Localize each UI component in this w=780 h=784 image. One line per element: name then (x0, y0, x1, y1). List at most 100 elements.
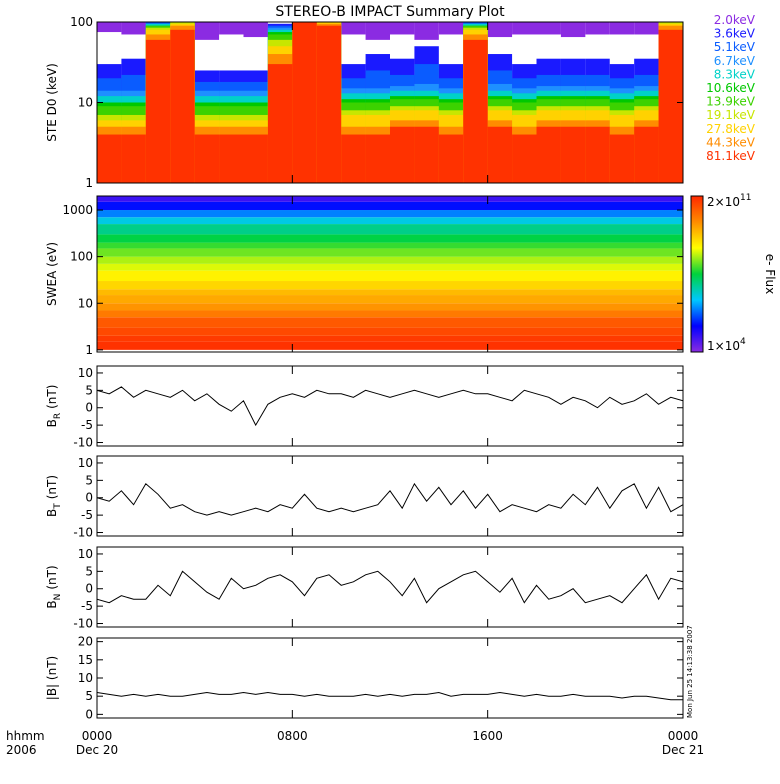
channel-flux (512, 22, 537, 35)
flux-cell (97, 201, 683, 211)
colorbar-mantissa: 2×10 (707, 195, 740, 209)
channel-flux (536, 126, 561, 183)
y-tick-label: 100 (70, 250, 93, 264)
channel-flux (145, 39, 171, 183)
legend-entry: 8.3keV (714, 67, 756, 81)
flux-cell (97, 317, 683, 328)
channel-flux (243, 22, 268, 38)
channel-flux (292, 22, 317, 183)
x-unit-label: hhmm (6, 729, 45, 743)
y-tick-label: 1 (85, 343, 93, 357)
field-trace (97, 386, 683, 427)
y-tick-label: -5 (81, 418, 93, 432)
field-trace (97, 691, 683, 701)
channel-flux (219, 134, 244, 183)
legend-entry: 3.6keV (714, 27, 756, 41)
channel-flux (609, 22, 635, 35)
y-axis-label: STE D0 (keV) (45, 63, 59, 142)
panel-marks (97, 386, 683, 427)
flux-cell (97, 248, 683, 257)
label-symbol: B (45, 419, 59, 427)
flux-cell (97, 289, 683, 296)
legend-entry: 2.0keV (714, 13, 756, 27)
legend-entry: 44.3keV (706, 135, 756, 149)
panel-marks (97, 691, 683, 701)
channel-flux (560, 126, 586, 183)
y-tick-label: 0 (85, 582, 93, 596)
y-tick-label: 5 (85, 383, 93, 397)
legend-entry: 27.8keV (706, 122, 756, 136)
channel-flux (585, 126, 610, 183)
flux-cell (97, 242, 683, 249)
flux-cell (97, 224, 683, 235)
panel-frame (96, 195, 684, 353)
channel-flux (170, 29, 195, 183)
colorbar-label: 2×1011 (707, 193, 751, 209)
channel-flux (463, 39, 488, 183)
x-tick-label: 0800 (277, 729, 308, 743)
flux-cell (97, 303, 683, 311)
colorbar-exponent: 4 (740, 337, 746, 347)
channel-flux (634, 22, 659, 35)
label-subscript: R (53, 413, 63, 419)
channel-flux (658, 29, 683, 183)
y-tick-label: 10 (78, 671, 93, 685)
channel-flux (365, 22, 390, 40)
colorbar-label: 1×104 (707, 337, 746, 353)
flux-cell (97, 327, 683, 336)
channel-flux (97, 134, 122, 183)
flux-cell (97, 196, 683, 202)
channel-flux (316, 25, 342, 183)
flux-cell (97, 217, 683, 225)
flux-cell (97, 234, 683, 243)
flux-cell (97, 295, 683, 304)
y-tick-label: 100 (70, 15, 93, 29)
x-tick-label: 0000 (82, 729, 113, 743)
y-tick-label: 10 (78, 547, 93, 561)
legend-entry: 6.7keV (714, 54, 756, 68)
channel-flux (97, 22, 122, 33)
flux-cell (97, 341, 683, 350)
flux-cell (97, 335, 683, 342)
channel-flux (634, 126, 659, 183)
y-tick-label: 10 (78, 366, 93, 380)
label-subscript: N (53, 594, 63, 601)
y-tick-label: -10 (73, 617, 93, 631)
colorbar-mantissa: 1×10 (707, 339, 740, 353)
channel-flux (219, 22, 244, 35)
y-tick-label: 10 (78, 296, 93, 310)
plot-title: STEREO-B IMPACT Summary Plot (275, 4, 505, 20)
channel-flux (512, 134, 537, 183)
channel-flux (560, 22, 586, 38)
channel-flux (487, 22, 513, 38)
panel-marks (97, 482, 683, 516)
y-tick-label: 1 (85, 176, 93, 190)
label-unit: (nT) (45, 385, 59, 409)
legend-entry: 5.1keV (714, 40, 756, 54)
channel-flux (536, 22, 561, 35)
field-trace (97, 570, 683, 604)
channel-flux (121, 134, 146, 183)
y-tick-label: 10 (78, 456, 93, 470)
field-trace (97, 482, 683, 516)
label-unit: (nT) (45, 565, 59, 589)
y-tick-label: 10 (78, 96, 93, 110)
y-tick-label: 0 (85, 491, 93, 505)
channel-flux (390, 126, 415, 183)
y-tick-label: 5 (85, 473, 93, 487)
flux-cell (97, 263, 683, 271)
x-tick-label: 1600 (472, 729, 503, 743)
channel-flux (121, 22, 146, 35)
y-axis-label: BT (nT) (45, 475, 63, 517)
flux-cell (97, 256, 683, 264)
timestamp: Mon Jun 25 14:13:38 2007 (686, 625, 694, 718)
channel-flux (341, 134, 366, 183)
colorbar-exponent: 11 (740, 193, 751, 203)
y-tick-label: 0 (85, 707, 93, 721)
channel-flux (585, 22, 610, 35)
y-tick-label: 15 (78, 653, 93, 667)
channel-flux (341, 22, 366, 35)
y-axis-label: |B| (nT) (45, 656, 59, 700)
channel-flux (243, 134, 268, 183)
